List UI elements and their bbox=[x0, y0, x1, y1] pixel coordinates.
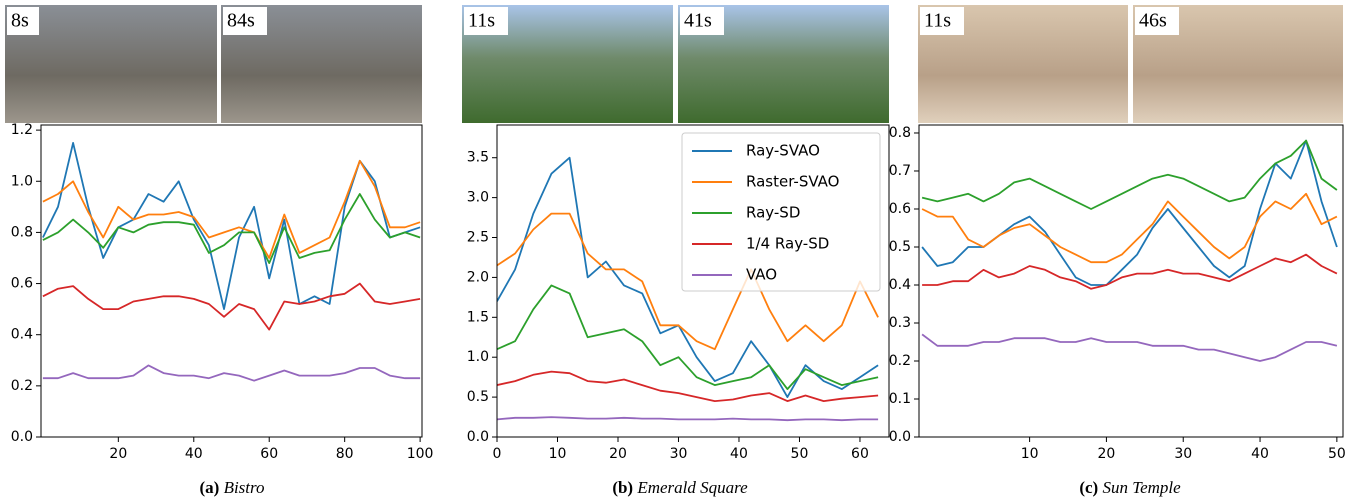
legend-label: 1/4 Ray-SD bbox=[746, 235, 829, 253]
x-tick-label: 60 bbox=[851, 446, 869, 462]
y-tick-label: 2.0 bbox=[467, 269, 489, 285]
x-tick-label: 50 bbox=[1328, 446, 1346, 462]
x-tick-label: 50 bbox=[791, 446, 809, 462]
y-tick-label: 0.0 bbox=[11, 429, 33, 445]
x-tick-label: 40 bbox=[730, 446, 748, 462]
y-tick-label: 0.8 bbox=[889, 125, 911, 141]
x-tick-label: 30 bbox=[1174, 446, 1192, 462]
caption: (c) Sun Temple bbox=[1079, 478, 1181, 497]
y-tick-label: 0.6 bbox=[11, 276, 33, 292]
y-tick-label: 0.4 bbox=[11, 327, 33, 343]
plot: 0.0 0.5 1.0 1.5 2.0 2.5 3.0 3.5 0 10 20 30 40 50 60 Ray… bbox=[467, 125, 889, 462]
y-tick-label: 0.5 bbox=[889, 239, 911, 255]
y-tick-label: 3.0 bbox=[467, 190, 489, 206]
series-line bbox=[43, 194, 420, 263]
x-tick-label: 10 bbox=[1021, 446, 1039, 462]
y-tick-label: 1.2 bbox=[11, 122, 33, 138]
y-tick-label: 0.0 bbox=[889, 429, 911, 445]
y-tick-label: 0.5 bbox=[467, 389, 489, 405]
series-line bbox=[922, 255, 1337, 289]
caption-title: Bistro bbox=[224, 478, 265, 497]
thumbnail-label: 11s bbox=[468, 10, 495, 32]
legend-label: Raster-SVAO bbox=[746, 173, 839, 191]
legend-label: VAO bbox=[746, 266, 777, 284]
caption-title: Sun Temple bbox=[1102, 478, 1181, 497]
legend-label: Ray-SVAO bbox=[746, 142, 820, 160]
thumbnail-label: 41s bbox=[684, 10, 712, 32]
series-line bbox=[922, 194, 1337, 262]
x-tick-label: 30 bbox=[670, 446, 688, 462]
x-tick-label: 40 bbox=[1251, 446, 1269, 462]
axes-frame bbox=[919, 125, 1343, 437]
caption: (b) Emerald Square bbox=[612, 478, 748, 497]
x-tick-label: 60 bbox=[260, 446, 278, 462]
y-tick-label: 1.0 bbox=[467, 349, 489, 365]
series-line bbox=[922, 334, 1337, 361]
y-tick-label: 0.3 bbox=[889, 315, 911, 331]
page: 8s84s0.00.20.40.60.81.01.220406080100(a)… bbox=[0, 0, 1362, 502]
axes-frame bbox=[41, 125, 422, 437]
series-line bbox=[43, 284, 420, 330]
y-tick-label: 1.0 bbox=[11, 173, 33, 189]
series-line bbox=[497, 417, 878, 420]
caption: (a) Bistro bbox=[199, 478, 264, 497]
thumbnail-label: 84s bbox=[227, 10, 255, 32]
x-tick-label: 40 bbox=[185, 446, 203, 462]
thumbnail-label: 8s bbox=[11, 10, 29, 32]
y-tick-label: 1.5 bbox=[467, 309, 489, 325]
series-line bbox=[497, 285, 878, 389]
x-tick-label: 20 bbox=[109, 446, 127, 462]
y-tick-label: 0.2 bbox=[11, 378, 33, 394]
caption-label: (b) bbox=[612, 478, 633, 497]
x-tick-label: 80 bbox=[336, 446, 354, 462]
series-line bbox=[922, 141, 1337, 209]
y-tick-label: 0.8 bbox=[11, 224, 33, 240]
x-tick-label: 20 bbox=[609, 446, 627, 462]
series-line bbox=[43, 365, 420, 380]
y-tick-label: 0.1 bbox=[889, 391, 911, 407]
series-line bbox=[922, 141, 1337, 285]
y-tick-label: 3.5 bbox=[467, 150, 489, 166]
plot: 0.0 0.1 0.2 0.3 0.4 0.5 0.6 0.7 0.8 10 20 30 40 50 bbox=[889, 125, 1346, 462]
caption-label: (c) bbox=[1079, 478, 1098, 497]
thumbnail-label: 11s bbox=[924, 10, 951, 32]
y-tick-label: 0.0 bbox=[467, 429, 489, 445]
y-tick-label: 0.4 bbox=[889, 277, 911, 293]
y-tick-label: 0.7 bbox=[889, 163, 911, 179]
figure: 8s84s0.00.20.40.60.81.01.220406080100(a)… bbox=[0, 0, 1362, 502]
x-tick-label: 10 bbox=[549, 446, 567, 462]
x-tick-label: 0 bbox=[493, 446, 502, 462]
y-tick-label: 2.5 bbox=[467, 230, 489, 246]
thumbnail-label: 46s bbox=[1139, 10, 1167, 32]
caption-title: Emerald Square bbox=[636, 478, 748, 497]
legend-label: Ray-SD bbox=[746, 204, 800, 222]
plot: 0.0 0.2 0.4 0.6 0.8 1.0 1.2 20 40 60 80 100 bbox=[11, 122, 434, 462]
y-tick-label: 0.2 bbox=[889, 353, 911, 369]
y-tick-label: 0.6 bbox=[889, 201, 911, 217]
x-tick-label: 20 bbox=[1098, 446, 1116, 462]
caption-label: (a) bbox=[199, 478, 219, 497]
x-tick-label: 100 bbox=[407, 446, 434, 462]
